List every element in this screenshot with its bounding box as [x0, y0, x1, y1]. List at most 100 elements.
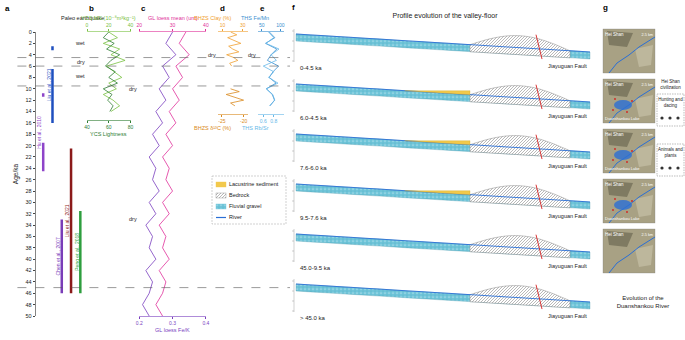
svg-text:20: 20 — [106, 22, 112, 28]
svg-text:0.6: 0.6 — [260, 118, 267, 124]
svg-text:YCS MS (10⁻⁸m³kg⁻¹): YCS MS (10⁻⁸m³kg⁻¹) — [81, 15, 136, 21]
svg-text:Hei Shan: Hei Shan — [661, 79, 680, 84]
svg-text:50: 50 — [259, 22, 265, 28]
svg-text:8: 8 — [29, 74, 32, 80]
svg-text:0.4: 0.4 — [202, 320, 209, 326]
svg-text:b: b — [89, 4, 94, 13]
svg-text:30: 30 — [170, 22, 176, 28]
svg-text:2.5 km: 2.5 km — [642, 133, 653, 137]
svg-text:THS Fe/Mn: THS Fe/Mn — [241, 15, 269, 21]
svg-text:Liu et al., 2021: Liu et al., 2021 — [46, 68, 52, 101]
svg-text:28: 28 — [26, 188, 32, 194]
svg-text:f: f — [292, 3, 295, 12]
svg-text:26: 26 — [26, 177, 32, 183]
svg-text:e: e — [260, 4, 265, 13]
svg-text:Hei Shan: Hei Shan — [605, 232, 624, 237]
svg-text:45.0-9.5 ka: 45.0-9.5 ka — [300, 265, 331, 271]
svg-text:dry: dry — [248, 52, 256, 58]
svg-text:Animals and: Animals and — [658, 147, 683, 152]
svg-text:dry: dry — [77, 59, 85, 65]
svg-text:32: 32 — [26, 211, 32, 217]
svg-text:Hei Shan: Hei Shan — [605, 32, 624, 37]
svg-text:22: 22 — [26, 154, 32, 160]
svg-text:dry: dry — [129, 86, 137, 92]
svg-text:YCS Lightness: YCS Lightness — [90, 131, 127, 137]
svg-text:24: 24 — [26, 165, 32, 171]
svg-text:2.5 km: 2.5 km — [642, 33, 653, 37]
svg-text:Duanshankou Lake: Duanshankou Lake — [605, 116, 640, 121]
svg-text:a: a — [5, 4, 10, 13]
svg-text:40: 40 — [128, 22, 134, 28]
svg-text:Duanshankou Lake: Duanshankou Lake — [605, 216, 640, 221]
svg-text:0-4.5 ka: 0-4.5 ka — [300, 65, 322, 71]
svg-text:-25: -25 — [218, 118, 225, 124]
svg-text:Evolution of the: Evolution of the — [622, 295, 664, 301]
svg-text:Duanshankou Lake: Duanshankou Lake — [605, 166, 640, 171]
svg-text:Jiayuguan Fault: Jiayuguan Fault — [548, 163, 587, 169]
svg-text:dry: dry — [208, 52, 216, 58]
svg-text:-20: -20 — [240, 118, 247, 124]
svg-text:Jiayuguan Fault: Jiayuguan Fault — [548, 63, 587, 69]
svg-text:50: 50 — [26, 313, 32, 319]
svg-text:Hei Shan: Hei Shan — [605, 82, 624, 87]
svg-text:GL loess mean (um): GL loess mean (um) — [148, 15, 198, 21]
svg-text:2: 2 — [29, 40, 32, 46]
svg-text:30: 30 — [240, 22, 246, 28]
svg-text:7.6-6.0 ka: 7.6-6.0 ka — [300, 165, 327, 171]
svg-text:20: 20 — [136, 22, 142, 28]
svg-text:6.0-4.5 ka: 6.0-4.5 ka — [300, 115, 327, 121]
svg-text:Fluvial gravel: Fluvial gravel — [229, 203, 261, 209]
svg-text:48: 48 — [26, 302, 32, 308]
svg-text:Liu et al., 2021: Liu et al., 2021 — [64, 204, 70, 237]
svg-text:2.5 km: 2.5 km — [642, 83, 653, 87]
svg-text:Hu et al., 2010: Hu et al., 2010 — [36, 116, 42, 149]
svg-text:4: 4 — [29, 52, 32, 58]
svg-text:Hei Shan: Hei Shan — [605, 132, 624, 137]
svg-text:0.3: 0.3 — [169, 320, 176, 326]
svg-text:wet: wet — [75, 40, 85, 46]
svg-text:dacing: dacing — [664, 103, 678, 108]
svg-text:Hunting and: Hunting and — [658, 97, 683, 102]
svg-text:Jiayuguan Fault: Jiayuguan Fault — [548, 213, 587, 219]
svg-text:0.8: 0.8 — [270, 118, 277, 124]
svg-text:Paleo earthquake: Paleo earthquake — [61, 15, 104, 21]
svg-text:42: 42 — [26, 267, 32, 273]
svg-text:wet: wet — [75, 73, 85, 79]
svg-text:d: d — [220, 4, 225, 13]
svg-text:100: 100 — [276, 22, 285, 28]
svg-text:34: 34 — [26, 222, 32, 228]
svg-text:Bedrock: Bedrock — [229, 192, 249, 198]
svg-text:20: 20 — [26, 143, 32, 149]
svg-text:dry: dry — [129, 216, 137, 222]
svg-text:40: 40 — [26, 256, 32, 262]
svg-text:civilization: civilization — [660, 85, 681, 90]
svg-text:River: River — [229, 214, 242, 220]
svg-text:Age/ka: Age/ka — [12, 164, 20, 185]
svg-text:0.2: 0.2 — [136, 320, 143, 326]
svg-text:40: 40 — [203, 22, 209, 28]
svg-text:18: 18 — [26, 131, 32, 137]
svg-text:9.5-7.6 ka: 9.5-7.6 ka — [300, 215, 327, 221]
svg-text:0: 0 — [86, 22, 89, 28]
svg-text:0: 0 — [29, 29, 32, 35]
svg-text:44: 44 — [26, 279, 32, 285]
svg-text:60: 60 — [106, 124, 112, 130]
svg-text:2.5 km: 2.5 km — [642, 183, 653, 187]
svg-text:38: 38 — [26, 245, 32, 251]
svg-text:16: 16 — [26, 120, 32, 126]
svg-text:BHZS Clay (%): BHZS Clay (%) — [194, 15, 231, 21]
svg-text:Jiayuguan Fault: Jiayuguan Fault — [548, 113, 587, 119]
svg-text:> 45.0 ka: > 45.0 ka — [300, 315, 326, 321]
svg-text:plants: plants — [664, 153, 677, 158]
svg-text:14: 14 — [26, 108, 32, 114]
svg-text:2.5 km: 2.5 km — [642, 233, 653, 237]
svg-text:10: 10 — [26, 86, 32, 92]
svg-text:Chen et al., 2007: Chen et al., 2007 — [55, 237, 61, 275]
svg-text:40: 40 — [84, 124, 90, 130]
svg-text:46: 46 — [26, 290, 32, 296]
svg-text:GL loess Fe/K: GL loess Fe/K — [155, 327, 190, 333]
svg-text:10: 10 — [220, 22, 226, 28]
svg-text:80: 80 — [128, 124, 134, 130]
svg-text:Lacustrine sediment: Lacustrine sediment — [229, 181, 279, 187]
svg-text:Jiayuguan Fault: Jiayuguan Fault — [548, 263, 587, 269]
